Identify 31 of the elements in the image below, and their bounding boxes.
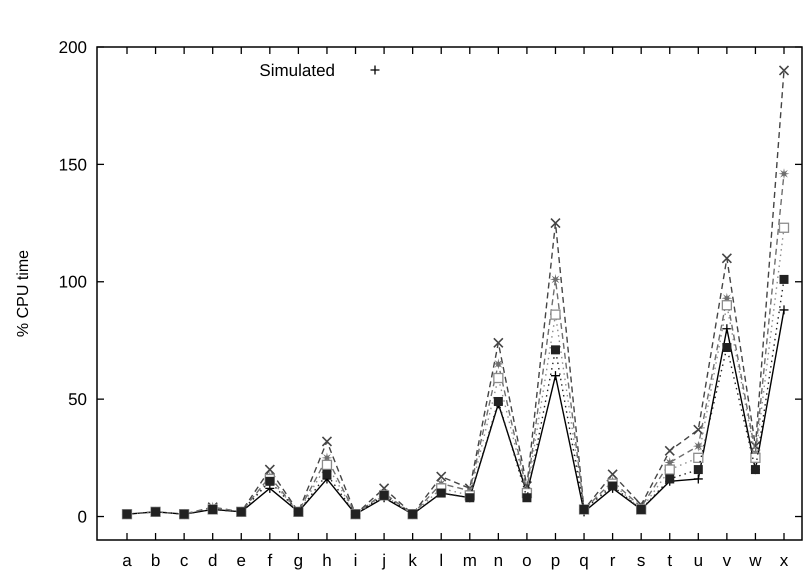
x-tick-label: d [208, 551, 218, 570]
x-tick-label: h [322, 551, 332, 570]
x-tick-label: o [522, 551, 532, 570]
x-tick-label: f [267, 551, 272, 570]
x-tick-label: i [354, 551, 358, 570]
x-tick-label: j [381, 551, 386, 570]
x-tick-label: a [122, 551, 132, 570]
x-tick-label: r [610, 551, 616, 570]
x-tick-label: m [462, 551, 477, 570]
legend-label: Simulated [259, 60, 335, 80]
x-tick-label: b [150, 551, 160, 570]
x-tick-label: x [780, 551, 789, 570]
x-tick-label: w [748, 551, 762, 570]
y-tick-label: 50 [68, 390, 87, 410]
x-tick-label: s [636, 551, 646, 570]
x-tick-label: u [694, 551, 704, 570]
x-tick-label: e [236, 551, 246, 570]
y-tick-label: 0 [78, 507, 87, 526]
x-tick-label: g [294, 551, 304, 570]
x-tick-label: p [550, 551, 560, 570]
x-tick-label: t [667, 551, 672, 570]
x-tick-label: q [579, 551, 589, 570]
y-axis-title: % CPU time [15, 250, 32, 338]
x-tick-label: n [494, 551, 504, 570]
x-tick-label: k [408, 551, 418, 570]
x-tick-label: l [439, 551, 444, 570]
x-tick-label: v [722, 551, 732, 570]
x-tick-label: c [180, 551, 189, 570]
y-tick-label: 100 [58, 272, 87, 292]
y-tick-label: 150 [58, 155, 87, 174]
y-tick-label: 200 [58, 38, 87, 57]
